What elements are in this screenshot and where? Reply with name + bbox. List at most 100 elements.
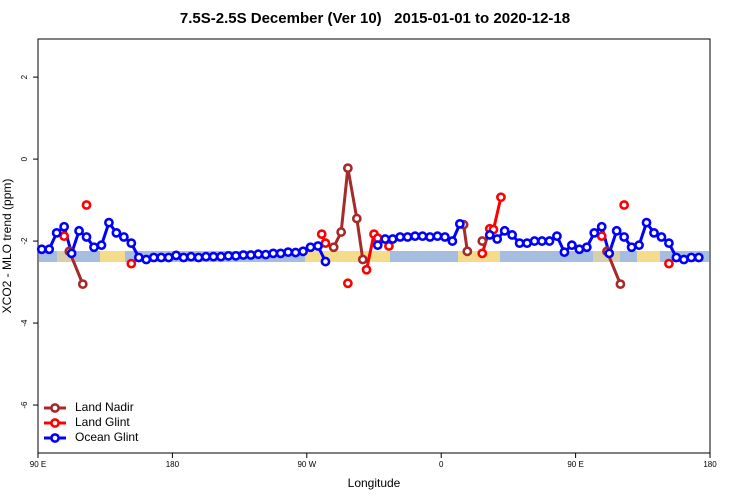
data-point xyxy=(529,236,540,246)
data-point xyxy=(361,264,372,275)
data-point xyxy=(320,256,331,267)
y-tick-label: -6 xyxy=(20,401,29,409)
data-point xyxy=(148,252,159,263)
data-point xyxy=(104,217,114,228)
x-tick-label: 90 E xyxy=(567,460,583,469)
data-point xyxy=(596,231,607,242)
data-point xyxy=(686,252,697,263)
data-point xyxy=(201,251,211,262)
data-point xyxy=(171,250,182,261)
data-point xyxy=(81,200,92,210)
x-tick-label: 180 xyxy=(166,460,180,469)
data-point xyxy=(634,240,644,251)
data-point xyxy=(417,231,428,242)
data-point xyxy=(208,251,219,262)
y-tick-label: 0 xyxy=(20,156,29,161)
data-point xyxy=(425,232,435,242)
data-point xyxy=(552,231,562,242)
data-point xyxy=(66,248,77,259)
data-point xyxy=(89,242,99,253)
data-point xyxy=(316,229,327,240)
data-point xyxy=(238,250,249,260)
data-point xyxy=(499,225,510,236)
data-point xyxy=(305,242,316,253)
data-point xyxy=(126,258,137,269)
data-point xyxy=(496,192,506,203)
data-point xyxy=(260,249,271,260)
data-point xyxy=(514,238,525,249)
data-point xyxy=(384,241,394,251)
data-point xyxy=(372,240,383,251)
data-point xyxy=(440,232,450,242)
data-point xyxy=(678,254,689,265)
land-band xyxy=(305,251,390,262)
data-point xyxy=(357,254,368,265)
data-point xyxy=(615,279,626,290)
data-point xyxy=(44,244,55,255)
data-point xyxy=(589,227,600,238)
data-point xyxy=(380,234,391,244)
data-point xyxy=(118,232,129,242)
data-point xyxy=(574,244,585,255)
legend-label: Land Glint xyxy=(75,415,130,429)
data-point xyxy=(559,247,570,258)
data-point xyxy=(619,200,630,210)
plot-frame xyxy=(37,38,711,454)
data-point xyxy=(268,248,279,259)
data-point xyxy=(141,254,152,265)
data-point xyxy=(96,240,107,251)
legend-label: Ocean Glint xyxy=(75,430,139,444)
data-point xyxy=(402,232,413,242)
land-band xyxy=(637,251,660,262)
data-point xyxy=(664,258,674,269)
data-point xyxy=(186,251,196,262)
data-point xyxy=(111,227,122,238)
x-tick-label: 0 xyxy=(439,460,444,469)
data-point xyxy=(522,238,532,249)
legend-label: Land Nadir xyxy=(75,400,134,414)
data-point xyxy=(298,246,308,257)
data-point xyxy=(432,231,443,242)
data-point xyxy=(178,252,189,263)
data-point xyxy=(336,227,347,237)
data-point xyxy=(447,236,458,246)
data-point xyxy=(342,163,353,174)
y-axis-label: XCO2 - MLO trend (ppm) xyxy=(0,179,14,314)
data-point xyxy=(604,248,615,259)
data-point xyxy=(693,252,704,263)
data-point xyxy=(59,221,70,232)
data-point xyxy=(596,221,607,232)
data-point xyxy=(664,238,674,249)
data-point xyxy=(641,217,652,228)
x-tick-label: 180 xyxy=(703,460,717,469)
data-point xyxy=(484,230,495,240)
data-point xyxy=(245,250,256,260)
data-point xyxy=(387,234,398,244)
chart-title: 7.5S-2.5S December (Ver 10) 2015-01-01 t… xyxy=(180,10,570,27)
land-band xyxy=(100,251,125,262)
data-point xyxy=(328,242,339,253)
data-point xyxy=(156,252,167,263)
data-point xyxy=(566,240,577,251)
data-point xyxy=(74,225,84,236)
data-point xyxy=(351,213,362,224)
data-point xyxy=(283,247,294,258)
data-point xyxy=(626,242,637,253)
y-tick-label: -2 xyxy=(20,237,29,245)
data-point xyxy=(462,246,473,257)
x-axis-label: Longitude xyxy=(348,476,401,490)
data-point xyxy=(81,232,92,242)
data-point xyxy=(410,231,420,242)
legend-marker xyxy=(50,433,60,443)
data-point xyxy=(454,218,465,229)
data-point xyxy=(395,232,406,242)
x-tick-label: 90 E xyxy=(30,460,46,469)
y-tick-label: -4 xyxy=(20,319,29,327)
data-point xyxy=(656,232,667,242)
x-tick-label: 90 W xyxy=(297,460,316,469)
data-point xyxy=(320,238,331,249)
data-point xyxy=(477,248,488,259)
data-point xyxy=(507,230,518,240)
